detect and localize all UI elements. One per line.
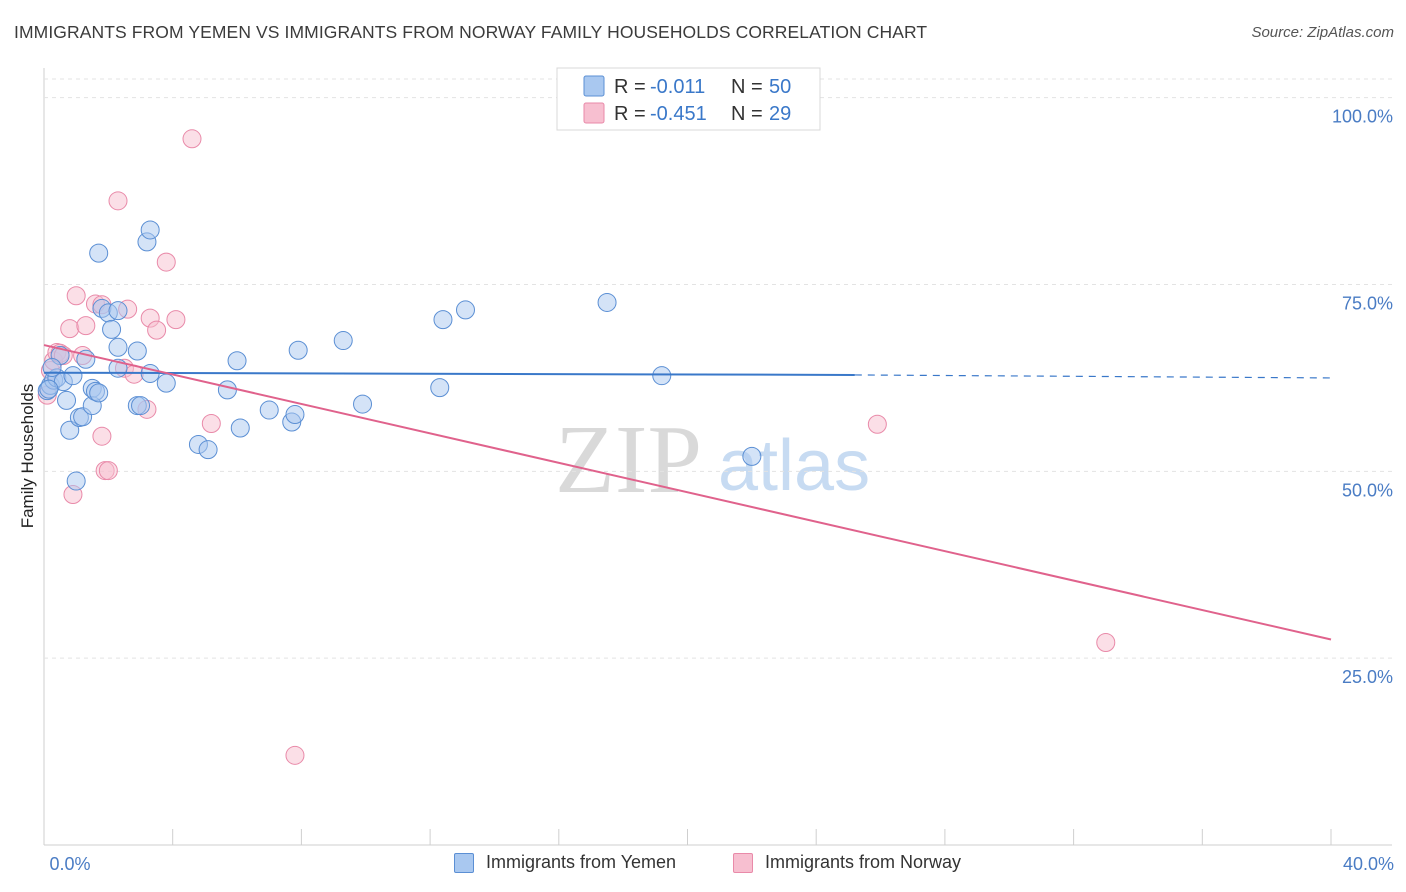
legend-swatch-yemen-bottom (454, 852, 474, 873)
point-blue-49 (42, 357, 62, 377)
point-blue-44 (455, 300, 475, 320)
point-pink-24 (166, 310, 186, 330)
series-yemen (37, 220, 762, 491)
chart-title: IMMIGRANTS FROM YEMEN VS IMMIGRANTS FROM… (14, 22, 928, 42)
x-tick-label-max: 40.0% (1343, 854, 1394, 874)
legend-swatch-yemen (583, 75, 605, 97)
point-blue-28 (140, 220, 160, 240)
y-axis-label: Family Households (18, 384, 37, 529)
trend-line-yemen-extension (854, 374, 1332, 379)
point-blue-16 (89, 383, 109, 403)
gridlines (44, 78, 1392, 659)
point-blue-46 (652, 366, 672, 386)
source-credit: Source: ZipAtlas.com (1251, 24, 1394, 41)
legend-r-value-norway: -0.451 (650, 103, 707, 125)
legend-label-norway: Immigrants from Norway (765, 852, 962, 872)
y-tick-labels: 100.0% 75.0% 50.0% 25.0% (1332, 107, 1393, 687)
point-blue-23 (108, 337, 128, 357)
point-blue-7 (60, 420, 80, 440)
point-pink-23 (156, 252, 176, 272)
legend-r-value-yemen: -0.011 (650, 76, 705, 98)
point-blue-34 (227, 351, 247, 371)
point-blue-25 (127, 341, 147, 361)
point-pink-29 (1096, 632, 1116, 652)
point-pink-15 (98, 461, 118, 481)
y-tick-label-2: 50.0% (1342, 480, 1393, 500)
point-blue-33 (217, 380, 237, 400)
point-blue-39 (288, 340, 308, 360)
legend-n-label-norway: N = (731, 103, 763, 125)
watermark-atlas: atlas (718, 426, 870, 506)
legend-r-label-yemen: R = (614, 76, 646, 98)
legend-swatch-norway-bottom (733, 852, 753, 873)
legend-n-value-norway: 29 (769, 103, 791, 125)
trend-line-norway (43, 344, 1332, 641)
legend-item-norway[interactable]: Immigrants from Norway (733, 852, 961, 873)
point-pink-28 (867, 414, 887, 434)
point-blue-32 (198, 440, 218, 460)
point-blue-47 (742, 446, 762, 466)
bottom-legend: Immigrants from Yemen Immigrants from No… (0, 852, 1406, 878)
point-blue-9 (66, 471, 86, 491)
legend-swatch-norway (583, 102, 605, 124)
point-pink-27 (285, 745, 305, 765)
y-tick-label-1: 75.0% (1342, 294, 1393, 314)
legend-r-label-norway: R = (614, 103, 646, 125)
trend-line-yemen (43, 371, 855, 376)
point-blue-41 (353, 394, 373, 414)
legend-item-yemen[interactable]: Immigrants from Yemen (454, 852, 676, 873)
legend-n-label-yemen: N = (731, 76, 763, 98)
point-blue-38 (285, 405, 305, 425)
trend-lines (43, 344, 1332, 641)
point-blue-36 (259, 400, 279, 420)
point-blue-45 (597, 292, 617, 312)
point-pink-10 (76, 316, 96, 336)
point-blue-17 (89, 243, 109, 263)
x-axis-ticks (43, 829, 1332, 845)
point-pink-16 (108, 191, 128, 211)
point-blue-30 (156, 373, 176, 393)
y-tick-label-3: 25.0% (1342, 667, 1393, 687)
point-pink-22 (147, 320, 167, 340)
legend-label-yemen: Immigrants from Yemen (486, 852, 677, 872)
point-blue-20 (102, 319, 122, 339)
point-pink-6 (60, 319, 80, 339)
point-blue-43 (433, 310, 453, 330)
point-pink-25 (182, 129, 202, 149)
legend-n-value-yemen: 50 (769, 76, 791, 98)
watermark-zip: ZIP (555, 406, 702, 514)
x-tick-label-min: 0.0% (49, 854, 90, 874)
point-pink-26 (201, 414, 221, 434)
y-tick-label-0: 100.0% (1332, 107, 1393, 127)
point-blue-48 (39, 379, 59, 399)
point-pink-8 (66, 286, 86, 306)
point-blue-40 (333, 331, 353, 351)
point-blue-42 (430, 378, 450, 398)
point-blue-35 (230, 418, 250, 438)
point-blue-8 (63, 366, 83, 386)
point-pink-12 (92, 426, 112, 446)
point-blue-6 (57, 390, 77, 410)
stats-legend: R = -0.011 N = 50 R = -0.451 N = 29 (556, 67, 821, 131)
point-blue-26 (131, 396, 151, 416)
point-blue-21 (108, 301, 128, 321)
